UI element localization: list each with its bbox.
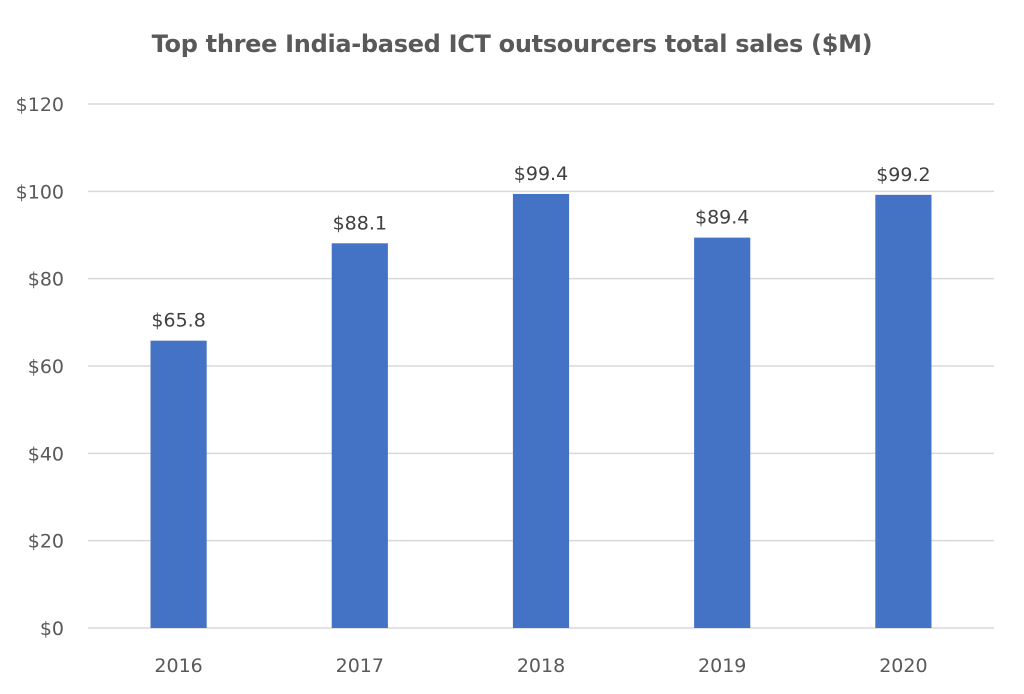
chart-title: Top three India-based ICT outsourcers to…	[151, 30, 873, 58]
data-label: $99.4	[514, 163, 568, 185]
y-tick-label: $40	[28, 443, 64, 465]
data-label: $65.8	[151, 310, 205, 332]
y-tick-label: $80	[28, 269, 64, 291]
x-tick-label: 2019	[698, 655, 746, 677]
bar	[512, 193, 570, 628]
x-tick-label: 2020	[879, 655, 927, 677]
data-label: $89.4	[695, 207, 749, 229]
y-tick-label: $0	[40, 618, 64, 640]
y-tick-label: $60	[28, 356, 64, 378]
x-tick-label: 2018	[517, 655, 565, 677]
y-tick-label: $20	[28, 531, 64, 553]
bar	[331, 243, 388, 628]
data-label: $88.1	[333, 212, 387, 234]
data-labels: $65.8 $88.1 $99.4 $89.4 $99.2	[151, 163, 930, 332]
bar	[694, 237, 751, 628]
bar	[875, 194, 932, 628]
bar	[150, 340, 207, 628]
y-tick-label: $120	[16, 94, 64, 116]
bars	[150, 193, 932, 628]
x-axis-ticks: 2016 2017 2018 2019 2020	[154, 655, 927, 677]
y-tick-label: $100	[16, 181, 64, 203]
x-tick-label: 2016	[154, 655, 202, 677]
x-tick-label: 2017	[336, 655, 384, 677]
y-axis-ticks: $0 $20 $40 $60 $80 $100 $120	[16, 94, 64, 640]
data-label: $99.2	[876, 164, 930, 186]
